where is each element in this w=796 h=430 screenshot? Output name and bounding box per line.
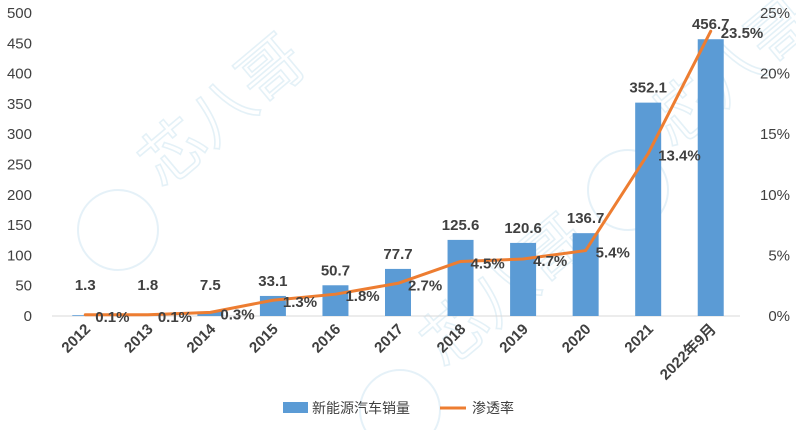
x-tick-label: 2013 xyxy=(121,321,157,357)
sales-bar xyxy=(697,39,724,316)
y-right-tick-label: 10% xyxy=(760,187,790,204)
sales-bars xyxy=(72,39,724,316)
penetration-line xyxy=(83,29,713,317)
rate-value-label: 13.4% xyxy=(658,148,701,165)
x-tick-label: 2015 xyxy=(246,321,282,357)
y-left-tick-label: 200 xyxy=(7,187,32,204)
x-tick-label: 2022年9月 xyxy=(656,320,719,383)
bar-value-label: 125.6 xyxy=(442,217,480,234)
y-right-tick-label: 25% xyxy=(760,5,790,22)
legend-line-label: 渗透率 xyxy=(472,400,514,417)
sales-bar xyxy=(322,285,349,316)
rate-value-label: 4.7% xyxy=(533,253,567,270)
bar-value-label: 33.1 xyxy=(258,273,287,290)
bar-value-label: 120.6 xyxy=(504,220,542,237)
y-right-tick-label: 0% xyxy=(768,308,790,325)
rate-value-label: 2.7% xyxy=(408,277,442,294)
watermark-text: 芯八哥 xyxy=(126,22,321,202)
y-left-tick-label: 0 xyxy=(24,308,32,325)
y-left-tick-label: 50 xyxy=(15,278,32,295)
x-tick-label: 2021 xyxy=(621,321,657,357)
data-labels: 1.3 1.8 7.5 33.1 50.7 77.7 125.6 120.6 136.7 352.… xyxy=(75,16,763,326)
rate-value-label: 0.1% xyxy=(158,309,192,326)
rate-value-label: 0.1% xyxy=(95,309,129,326)
y-left-tick-label: 450 xyxy=(7,35,32,52)
rate-value-label: 1.3% xyxy=(283,294,317,311)
sales-bar xyxy=(447,239,474,316)
sales-bar xyxy=(385,268,411,316)
bar-value-label: 50.7 xyxy=(321,262,350,279)
y-right-tick-label: 15% xyxy=(760,126,790,143)
bar-value-label: 1.3 xyxy=(75,277,96,294)
y-left-tick-label: 300 xyxy=(7,126,32,143)
chart-axes: 0 50 100 150 200 250 300 350 400 450 500 0% 5% 10% 15%… xyxy=(7,5,790,384)
x-tick-label: 2020 xyxy=(559,321,595,357)
bar-value-label: 1.8 xyxy=(137,277,158,294)
rate-value-label: 4.5% xyxy=(471,255,505,272)
watermark-layer: 芯八哥芯八哥芯八哥 xyxy=(77,0,796,430)
rate-value-label: 23.5% xyxy=(721,25,764,42)
bar-value-label: 456.7 xyxy=(692,16,730,33)
y-left-tick-label: 250 xyxy=(7,157,32,174)
watermark-logo-icon xyxy=(359,369,441,430)
y-right-tick-label: 5% xyxy=(768,247,790,264)
x-tick-label: 2012 xyxy=(58,321,94,357)
y-right-tick-label: 20% xyxy=(760,66,790,83)
legend-bar-label: 新能源汽车销量 xyxy=(312,400,410,417)
y-left-tick-label: 500 xyxy=(7,5,32,22)
bar-value-label: 136.7 xyxy=(567,210,605,227)
y-left-tick-label: 150 xyxy=(7,217,32,234)
x-tick-label: 2017 xyxy=(371,321,407,357)
y-left-tick-label: 400 xyxy=(7,66,32,83)
penetration-line-path xyxy=(83,29,713,317)
bar-value-label: 7.5 xyxy=(200,277,221,294)
legend: 新能源汽车销量 渗透率 xyxy=(283,400,514,417)
watermark-logo-icon xyxy=(587,149,669,231)
rate-value-label: 1.8% xyxy=(345,288,379,305)
bar-value-label: 352.1 xyxy=(629,80,667,97)
y-left-tick-label: 350 xyxy=(7,96,32,113)
y-left-tick-label: 100 xyxy=(7,247,32,264)
sales-bar xyxy=(510,242,537,316)
legend-bar-swatch xyxy=(283,402,308,413)
watermark-logo-icon xyxy=(77,189,159,271)
rate-value-label: 5.4% xyxy=(596,245,630,262)
sales-bar xyxy=(572,233,599,316)
rate-value-label: 0.3% xyxy=(220,306,254,323)
bar-value-label: 77.7 xyxy=(383,246,412,263)
x-tick-label: 2016 xyxy=(309,321,345,357)
